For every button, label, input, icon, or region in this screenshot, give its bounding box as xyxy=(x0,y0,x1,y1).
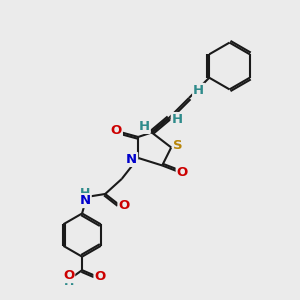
Text: H: H xyxy=(80,188,90,200)
Text: S: S xyxy=(173,140,183,152)
Text: O: O xyxy=(94,270,106,283)
Text: N: N xyxy=(126,153,137,166)
Text: O: O xyxy=(177,167,188,179)
Text: N: N xyxy=(80,194,91,207)
Text: O: O xyxy=(111,124,122,137)
Text: O: O xyxy=(118,200,130,212)
Text: H: H xyxy=(139,120,150,133)
Text: O: O xyxy=(63,269,74,282)
Text: H: H xyxy=(193,84,204,97)
Text: H: H xyxy=(172,113,183,126)
Text: H: H xyxy=(63,275,74,288)
